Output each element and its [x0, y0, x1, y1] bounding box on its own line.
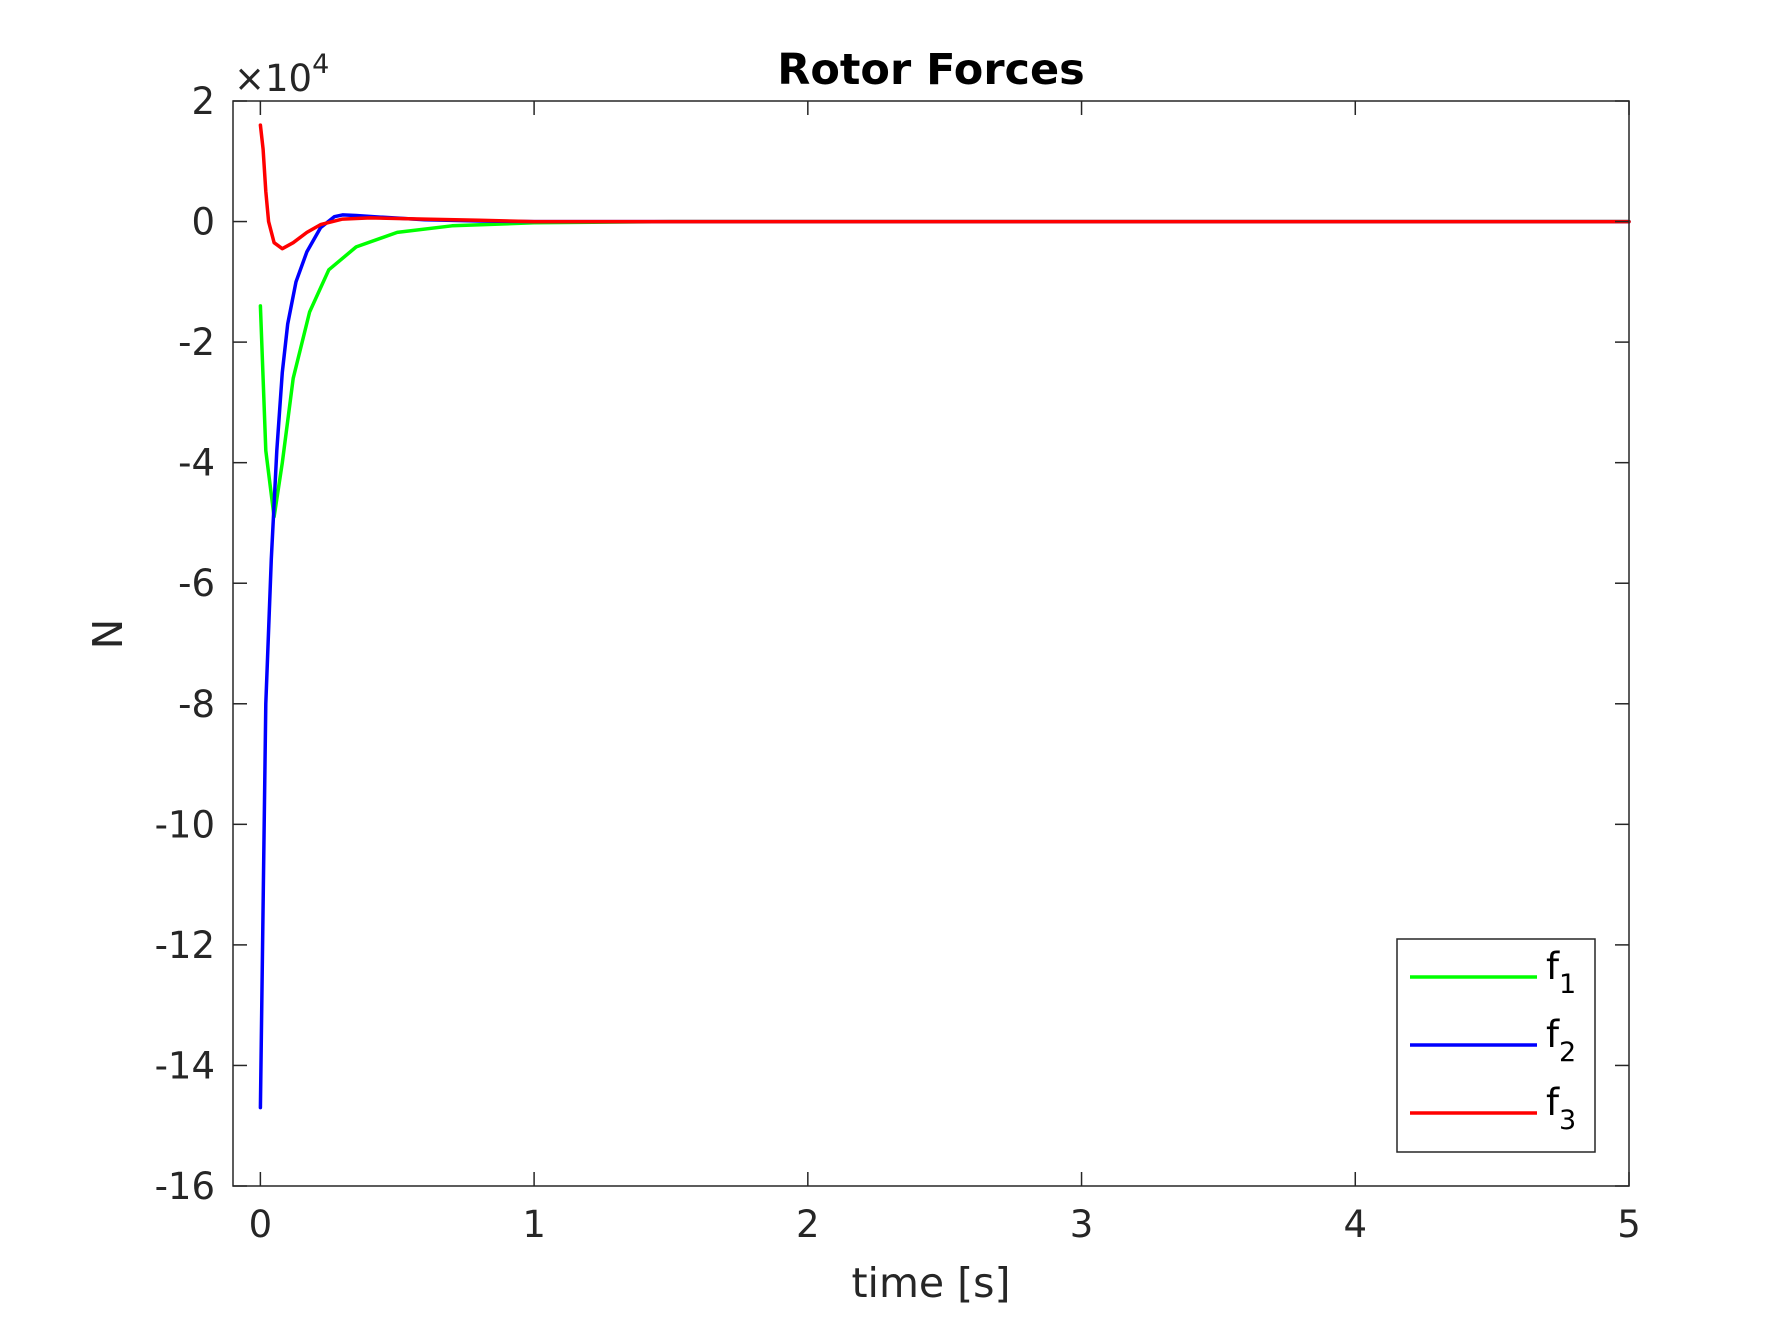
y-tick-label: -14 — [155, 1044, 215, 1087]
x-tick-label: 5 — [1617, 1203, 1641, 1246]
y-tick-label: -8 — [178, 683, 215, 726]
y-tick-label: 0 — [191, 201, 215, 244]
x-tick-label: 4 — [1344, 1203, 1368, 1246]
series-line-f3 — [258, 123, 1631, 251]
y-tick-label: -6 — [178, 562, 215, 605]
x-tick-label: 2 — [796, 1203, 820, 1246]
y-tick-label: -4 — [178, 442, 215, 485]
x-tick-label: 1 — [522, 1203, 546, 1246]
legend-label-f1: f1 — [1546, 945, 1576, 1000]
legend-label-sub: 1 — [1559, 969, 1576, 1000]
y-tick-label: -10 — [155, 803, 215, 846]
x-axis-label: time [s] — [851, 1259, 1010, 1307]
plot-frame — [232, 100, 1630, 1187]
y-multiplier-exponent: 4 — [312, 49, 329, 80]
legend-label-f3: f3 — [1546, 1081, 1576, 1136]
legend-label-main: f — [1546, 1081, 1560, 1124]
x-tick-label: 0 — [249, 1203, 273, 1246]
legend-label-main: f — [1546, 945, 1560, 988]
series-layer — [258, 123, 1631, 1110]
y-axis-label: N — [84, 619, 132, 650]
y-tick-label: -16 — [155, 1165, 215, 1208]
y-tick-label: 2 — [191, 80, 215, 123]
legend-label-f2: f2 — [1546, 1013, 1576, 1068]
y-multiplier-label: ×104 — [234, 49, 329, 100]
x-tick-label: 3 — [1070, 1203, 1094, 1246]
tick-layer: 0 1 2 3 4 5 2 0 -2 -4 -6 -8 -10 -12 -14 -16 — [155, 80, 1641, 1246]
chart-title: Rotor Forces — [777, 45, 1085, 95]
y-tick-label: -2 — [178, 321, 215, 364]
legend-label-main: f — [1546, 1013, 1560, 1056]
y-tick-label: -12 — [155, 924, 215, 967]
legend-label-sub: 2 — [1559, 1037, 1576, 1068]
legend-label-sub: 3 — [1559, 1105, 1576, 1136]
